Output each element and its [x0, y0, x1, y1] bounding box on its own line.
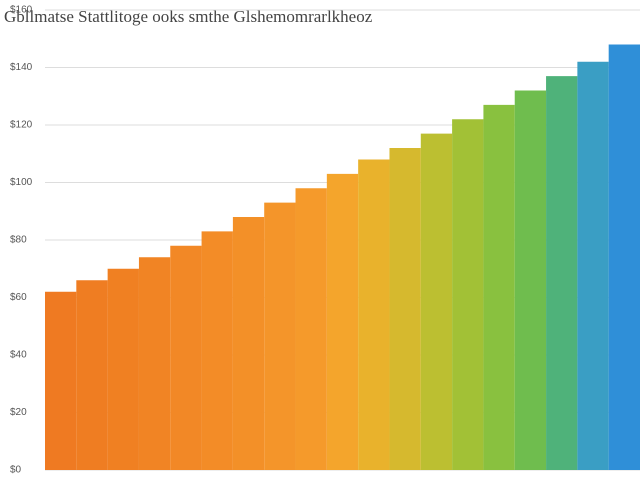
- bar: [326, 173, 359, 470]
- bar: [514, 90, 547, 470]
- bar: [76, 280, 108, 470]
- bar: [546, 76, 578, 470]
- bar: [138, 257, 171, 470]
- bar: [295, 188, 327, 470]
- chart-title: Gbllmatse Stattlitoge ooks smthe Glshemo…: [4, 7, 373, 26]
- y-tick-label: $120: [10, 120, 33, 131]
- bar: [420, 133, 453, 470]
- bar: [483, 104, 515, 470]
- y-tick-label: $140: [10, 62, 33, 73]
- bar: [358, 159, 390, 470]
- bar: [264, 202, 296, 470]
- bar: [452, 119, 484, 470]
- bar: [201, 231, 233, 470]
- y-tick-label: $40: [10, 350, 27, 361]
- bar: [107, 268, 139, 470]
- y-tick-label: $80: [10, 235, 27, 246]
- y-tick-label: $60: [10, 292, 27, 303]
- bar: [45, 291, 77, 470]
- bar: [389, 148, 421, 470]
- y-tick-label: $20: [10, 407, 27, 418]
- y-tick-label: $100: [10, 177, 33, 188]
- y-tick-label: $0: [10, 465, 22, 476]
- bar: [577, 61, 609, 470]
- bar: [608, 44, 640, 470]
- bar: [170, 245, 202, 470]
- bar: [232, 217, 265, 470]
- y-tick-label: $160: [10, 5, 33, 16]
